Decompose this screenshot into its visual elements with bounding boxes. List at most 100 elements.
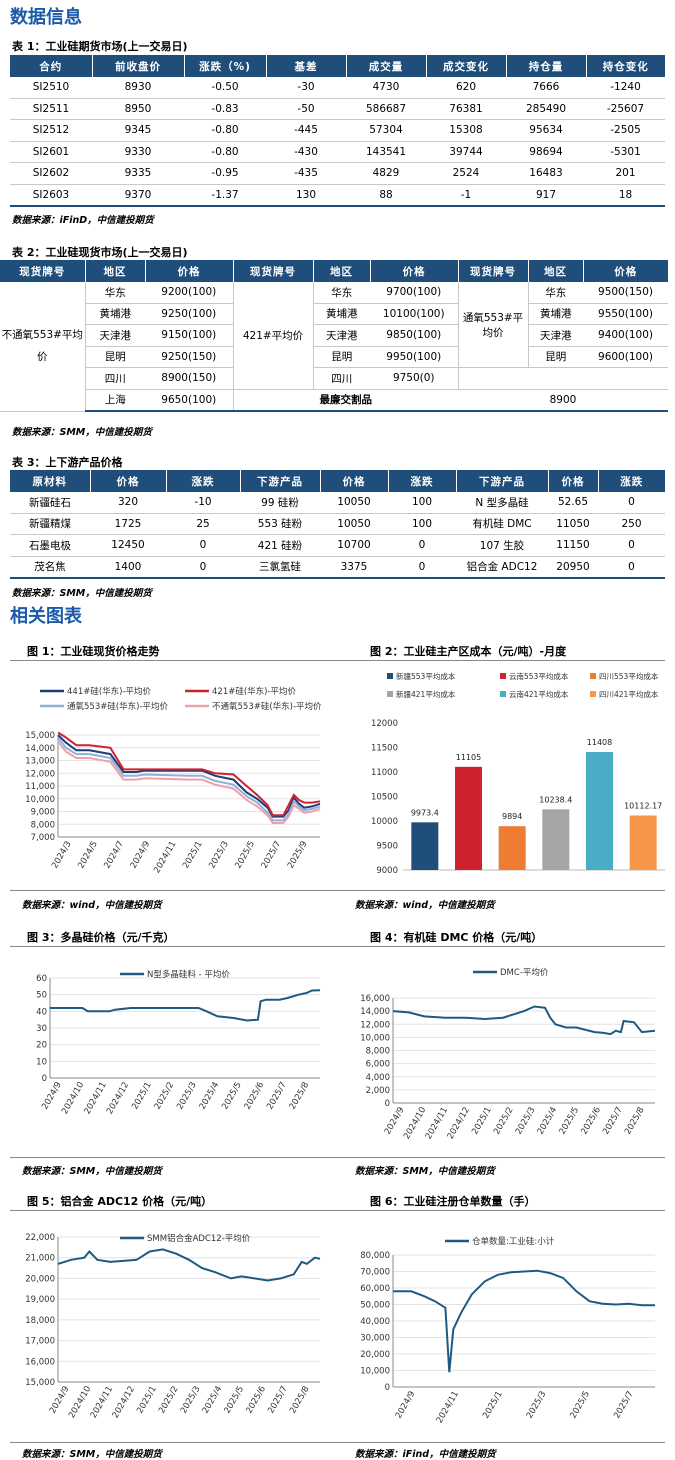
x-tick-label: 2025/5: [223, 1385, 247, 1416]
spot-table: 现货牌号 地区 价格 现货牌号 地区 价格 现货牌号 地区 价格 不通氧553#平均价 华东 920…: [0, 260, 668, 412]
table1-header: 涨跌（%): [183, 55, 266, 77]
table-cell: SI2510: [10, 77, 92, 99]
futures-table: 合约 前收盘价 涨跌（%) 基差 成交量 成交变化 持仓量 持仓变化 SI2510 8930 -0…: [10, 55, 665, 207]
table-cell: -50: [266, 98, 346, 120]
y-tick-label: 17,000: [25, 1337, 55, 1347]
y-tick-label: 50,000: [360, 1301, 390, 1311]
table1-source: 数据来源：iFinD，中信建投期货: [12, 215, 154, 226]
y-tick-label: 40: [36, 1007, 47, 1017]
x-tick-label: 2024/9: [394, 1390, 418, 1421]
table-cell: -0.95: [184, 162, 266, 185]
legend-label: 云南553平均成本: [509, 671, 569, 681]
spot-region: 上海: [85, 389, 145, 412]
series-line: [57, 731, 321, 817]
x-tick-label: 2024/11: [152, 840, 178, 876]
bar-value-label: 9894: [502, 812, 522, 821]
table-cell: SI2511: [10, 98, 92, 120]
table1-header: 合约: [10, 55, 92, 77]
x-tick-label: 2025/4: [198, 1081, 222, 1112]
y-tick-label: 2,000: [366, 1086, 390, 1096]
table1-header: 基差: [265, 55, 346, 77]
table-cell: -1240: [586, 77, 665, 99]
table-cell: 39744: [426, 141, 506, 163]
y-tick-label: 16,000: [25, 1357, 55, 1367]
fig6-source: 数据来源：iFind，中信建投期货: [355, 1449, 496, 1460]
table1-header: 成交量: [345, 55, 426, 77]
table3-title: 表 3：上下游产品价格: [12, 456, 123, 469]
table-cell: 421 硅粉: [240, 534, 320, 557]
fig2-title: 图 2：工业硅主产区成本（元/吨）-月度: [370, 645, 567, 658]
spot-region: 昆明: [85, 346, 145, 368]
table-cell: 0: [166, 534, 240, 557]
y-tick-label: 4,000: [366, 1073, 390, 1083]
legend-swatch: [500, 691, 506, 697]
fig1-title: 图 1：工业硅现货价格走势: [27, 645, 160, 658]
table-cell: 1400: [90, 556, 166, 579]
table-row: SI2511 8950 -0.83 -50 586687 76381 285490 -2560…: [10, 98, 665, 120]
table-cell: 茂名焦: [10, 556, 90, 579]
table-row: 新疆精煤 1725 25 553 硅粉 10050 100 有机硅 DMC 11050 250: [10, 513, 665, 535]
x-tick-label: 2024/12: [105, 1081, 131, 1117]
y-tick-label: 16,000: [360, 994, 390, 1004]
table-cell: 有机硅 DMC: [456, 513, 548, 535]
y-tick-label: 12000: [371, 719, 398, 729]
spot-region: 黄埔港: [528, 303, 583, 325]
legend-label: N型多晶硅料 - 平均价: [147, 969, 230, 980]
fig2-source: 数据来源：wind，中信建投期货: [355, 900, 495, 911]
table-cell: -5301: [586, 141, 665, 163]
table-cell: -445: [266, 119, 346, 142]
table-cell: 130: [266, 184, 346, 207]
table-cell: 3375: [320, 556, 388, 579]
table-cell: 100: [388, 492, 456, 514]
spot-region: 黄埔港: [85, 303, 145, 325]
y-tick-label: 15,000: [25, 731, 55, 741]
x-tick-label: 2025/7: [612, 1390, 636, 1421]
bar: [586, 752, 613, 870]
table-cell: 95634: [506, 119, 586, 142]
bar: [498, 826, 526, 870]
table-cell: 99 硅粉: [240, 492, 320, 514]
y-tick-label: 7,000: [31, 833, 55, 843]
spot-price: 9750(0): [370, 367, 459, 390]
table-cell: 9330: [92, 141, 184, 163]
y-tick-label: 12,000: [360, 1020, 390, 1030]
series-line: [57, 736, 321, 822]
series-line: [57, 1248, 321, 1282]
table-cell: 0: [598, 556, 665, 579]
table-cell: 0: [388, 534, 456, 557]
fig5-title: 图 5：铝合金 ADC12 价格（元/吨）: [27, 1195, 213, 1208]
bar: [455, 766, 482, 870]
x-tick-label: 2025/1: [470, 1106, 494, 1137]
table3-header: 价格: [547, 470, 598, 492]
fig4-source: 数据来源：SMM，中信建投期货: [355, 1166, 495, 1177]
y-tick-label: 14,000: [360, 1007, 390, 1017]
table-row: SI2512 9345 -0.80 -445 57304 15308 95634 -2505: [10, 119, 665, 142]
table-cell: -435: [266, 162, 346, 185]
table-cell: -430: [266, 141, 346, 163]
y-tick-label: 60: [36, 974, 47, 984]
table-row: SI2510 8930 -0.50 -30 4730 620 7666 -1240: [10, 77, 665, 99]
x-tick-label: 2024/9: [48, 1385, 72, 1416]
table-cell: 143541: [346, 141, 426, 163]
legend-label: 四川553平均成本: [599, 671, 659, 681]
table3-header: 涨跌: [597, 470, 665, 492]
legend-swatch: [387, 673, 393, 679]
y-tick-label: 8,000: [31, 820, 55, 830]
table-cell: 320: [90, 492, 166, 514]
legend-label: 新疆553平均成本: [396, 671, 456, 681]
y-tick-label: 14,000: [25, 744, 55, 754]
y-tick-label: 15,000: [25, 1378, 55, 1388]
legend-label: 通氧553#硅(华东)-平均价: [67, 701, 169, 712]
table3-header: 下游产品: [455, 470, 548, 492]
table-cell: 9345: [92, 119, 184, 142]
table-row: 四川 8900(150) 四川 9750(0): [0, 367, 668, 390]
table2-header: 地区: [527, 260, 583, 282]
fig4-title: 图 4：有机硅 DMC 价格（元/吨）: [370, 931, 543, 944]
x-tick-label: 2025/6: [244, 1385, 268, 1416]
y-tick-label: 0: [42, 1074, 47, 1084]
table-cell: -25607: [586, 98, 665, 120]
x-tick-label: 2025/1: [181, 840, 205, 871]
table3-source: 数据来源：SMM，中信建投期货: [12, 588, 152, 599]
table-cell: 100: [388, 513, 456, 535]
bar-value-label: 11408: [587, 738, 612, 747]
